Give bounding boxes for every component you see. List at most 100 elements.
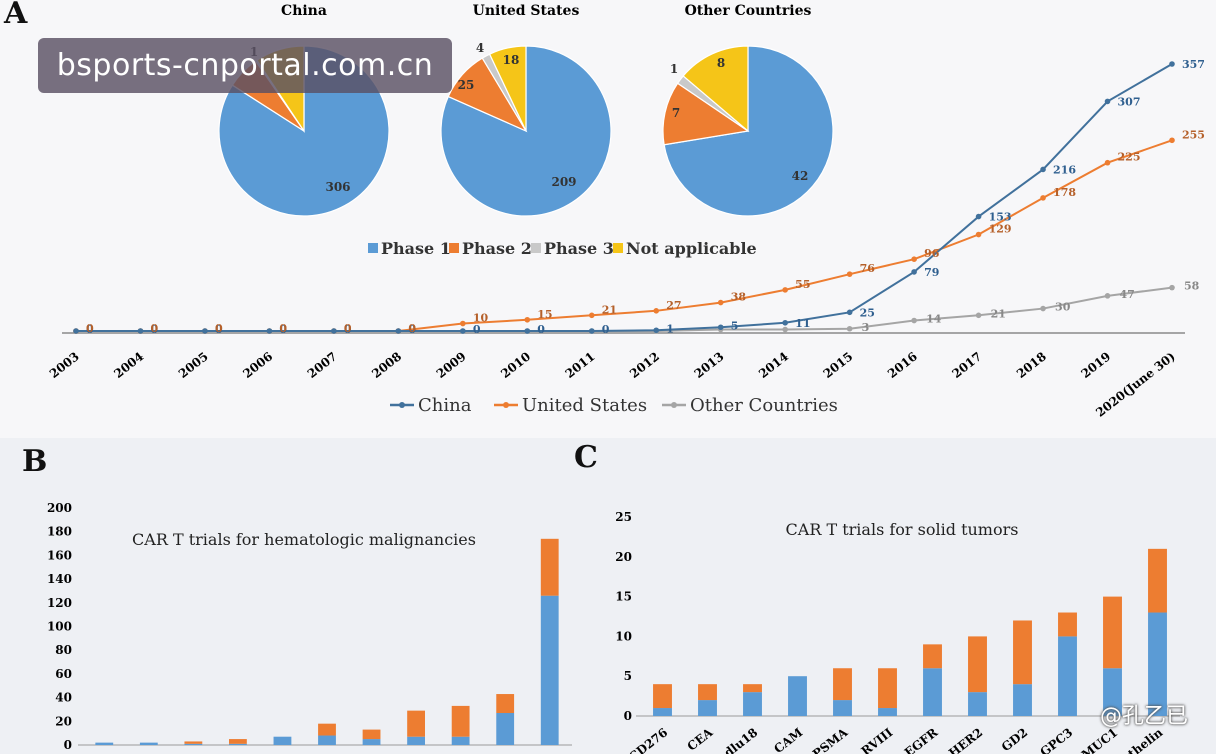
x-tick-label: dlu18 — [721, 725, 760, 754]
data-point — [1169, 137, 1175, 144]
x-tick-label: 2008 — [369, 349, 404, 381]
line-legend: China United States Other Countries — [390, 395, 838, 416]
data-point — [911, 317, 917, 324]
x-tick-label: HER2 — [946, 725, 985, 754]
data-label: 27 — [666, 299, 681, 312]
bar-segment-phase-2 — [540, 538, 559, 596]
x-tick-label: 2019 — [1078, 349, 1113, 381]
x-tick-label: 2017 — [949, 349, 984, 381]
data-label: 0 — [215, 322, 223, 335]
x-tick-label: 2013 — [692, 349, 727, 381]
bar-segment-phase-2 — [318, 723, 336, 736]
data-point — [782, 326, 788, 333]
data-label: 21 — [602, 303, 617, 316]
pie-slice-not-applicable — [488, 45, 527, 132]
data-point — [846, 325, 853, 332]
bar-segment-phase-2 — [362, 729, 381, 740]
bar-segment-phase-1 — [833, 700, 852, 716]
data-label: 55 — [795, 278, 810, 291]
data-point — [1169, 284, 1175, 291]
author-credit: @孔乙已 — [1099, 704, 1188, 729]
y-tick-label: 25 — [615, 510, 632, 524]
data-label: 129 — [989, 223, 1012, 236]
data-point — [1104, 159, 1111, 166]
y-tick-label: 160 — [47, 548, 72, 562]
bar-segment-phase-2 — [1013, 620, 1032, 685]
legend-swatch-phase-1 — [368, 243, 378, 253]
bar-segment-phase-1 — [743, 692, 762, 716]
data-label: 25 — [860, 306, 875, 319]
legend-label: Phase 1 — [381, 239, 451, 258]
bar-chart-title: CAR T trials for solid tumors — [786, 520, 1019, 539]
bar-segment-phase-1 — [496, 713, 515, 745]
legend-label: Phase 3 — [544, 239, 614, 258]
data-point — [846, 271, 853, 277]
data-label: 0 — [408, 323, 416, 336]
pie-legend: Phase 1 Phase 2 Phase 3 Not applicable — [368, 239, 757, 258]
data-label: 21 — [991, 307, 1006, 320]
data-label: 216 — [1053, 163, 1076, 176]
solid-tumor-bar-chart: 0 5 10 15 20 25 CD276 CEA dlu18 CAM PSMA RVIII EGFR H… — [615, 510, 1180, 754]
data-label: 47 — [1120, 288, 1135, 301]
data-label: 0 — [86, 322, 94, 335]
bar-segment-phase-1 — [698, 700, 717, 716]
bar-segment-phase-1 — [229, 743, 247, 745]
data-label: 15 — [537, 308, 552, 321]
data-point — [782, 287, 788, 293]
x-tick-label: 2003 — [47, 349, 82, 381]
legend-label: Phase 2 — [462, 239, 532, 258]
legend-label: Other Countries — [690, 395, 838, 416]
panel-label-c: C — [574, 440, 598, 475]
data-point — [588, 328, 595, 334]
bar-segment-phase-1 — [184, 743, 203, 745]
data-point — [137, 328, 144, 334]
data-label: 0 — [150, 323, 158, 336]
bar-segment-phase-1 — [968, 692, 987, 716]
data-point — [975, 312, 982, 319]
bar-segment-phase-2 — [496, 694, 515, 714]
pie-china: China3061 — [218, 3, 390, 217]
data-point — [395, 328, 402, 334]
bar-segment-phase-2 — [653, 684, 672, 709]
bar-segment-phase-1 — [540, 595, 559, 745]
panel-label-b: B — [22, 444, 48, 479]
y-tick-label: 15 — [615, 590, 632, 604]
series-line-other-countries — [76, 286, 1173, 332]
bar-segment-phase-2 — [407, 710, 425, 737]
bar-segment-phase-2 — [184, 741, 203, 744]
bar-segment-phase-1 — [407, 736, 425, 745]
bar-segment-phase-1 — [788, 676, 807, 716]
x-tick-label: 2018 — [1014, 349, 1049, 381]
y-tick-label: 60 — [55, 667, 72, 681]
data-point — [717, 324, 724, 331]
pie-value-label: 42 — [792, 169, 809, 183]
bar-segment-phase-1 — [1148, 612, 1167, 716]
pie-title: Other Countries — [685, 3, 812, 19]
bar-segment-phase-1 — [1058, 636, 1077, 716]
data-label: 11 — [795, 317, 810, 330]
pie-value-label: 8 — [717, 56, 725, 70]
data-label: 30 — [1055, 301, 1071, 314]
legend-label: China — [418, 395, 472, 416]
data-label: 153 — [989, 211, 1012, 224]
bar-segment-phase-1 — [318, 735, 336, 745]
data-label: 0 — [279, 323, 287, 336]
x-tick-label: 2009 — [434, 349, 469, 381]
panel-label-a: A — [4, 0, 28, 31]
data-label: 0 — [602, 323, 610, 336]
legend-label: United States — [522, 395, 647, 416]
pie-title: China — [281, 3, 327, 19]
data-label: 10 — [473, 312, 489, 325]
legend-marker — [399, 402, 405, 408]
pie-value-label: 7 — [672, 106, 680, 120]
data-point — [911, 269, 917, 275]
data-point — [524, 328, 531, 334]
x-tick-label: PSMA — [810, 725, 851, 754]
legend-swatch-phase-2 — [449, 243, 459, 253]
bar-segment-phase-1 — [653, 708, 672, 716]
y-tick-label: 5 — [624, 669, 632, 683]
legend-swatch-not-applicable — [613, 243, 623, 253]
data-label: 3 — [862, 321, 870, 334]
bar-segment-phase-1 — [878, 708, 897, 716]
